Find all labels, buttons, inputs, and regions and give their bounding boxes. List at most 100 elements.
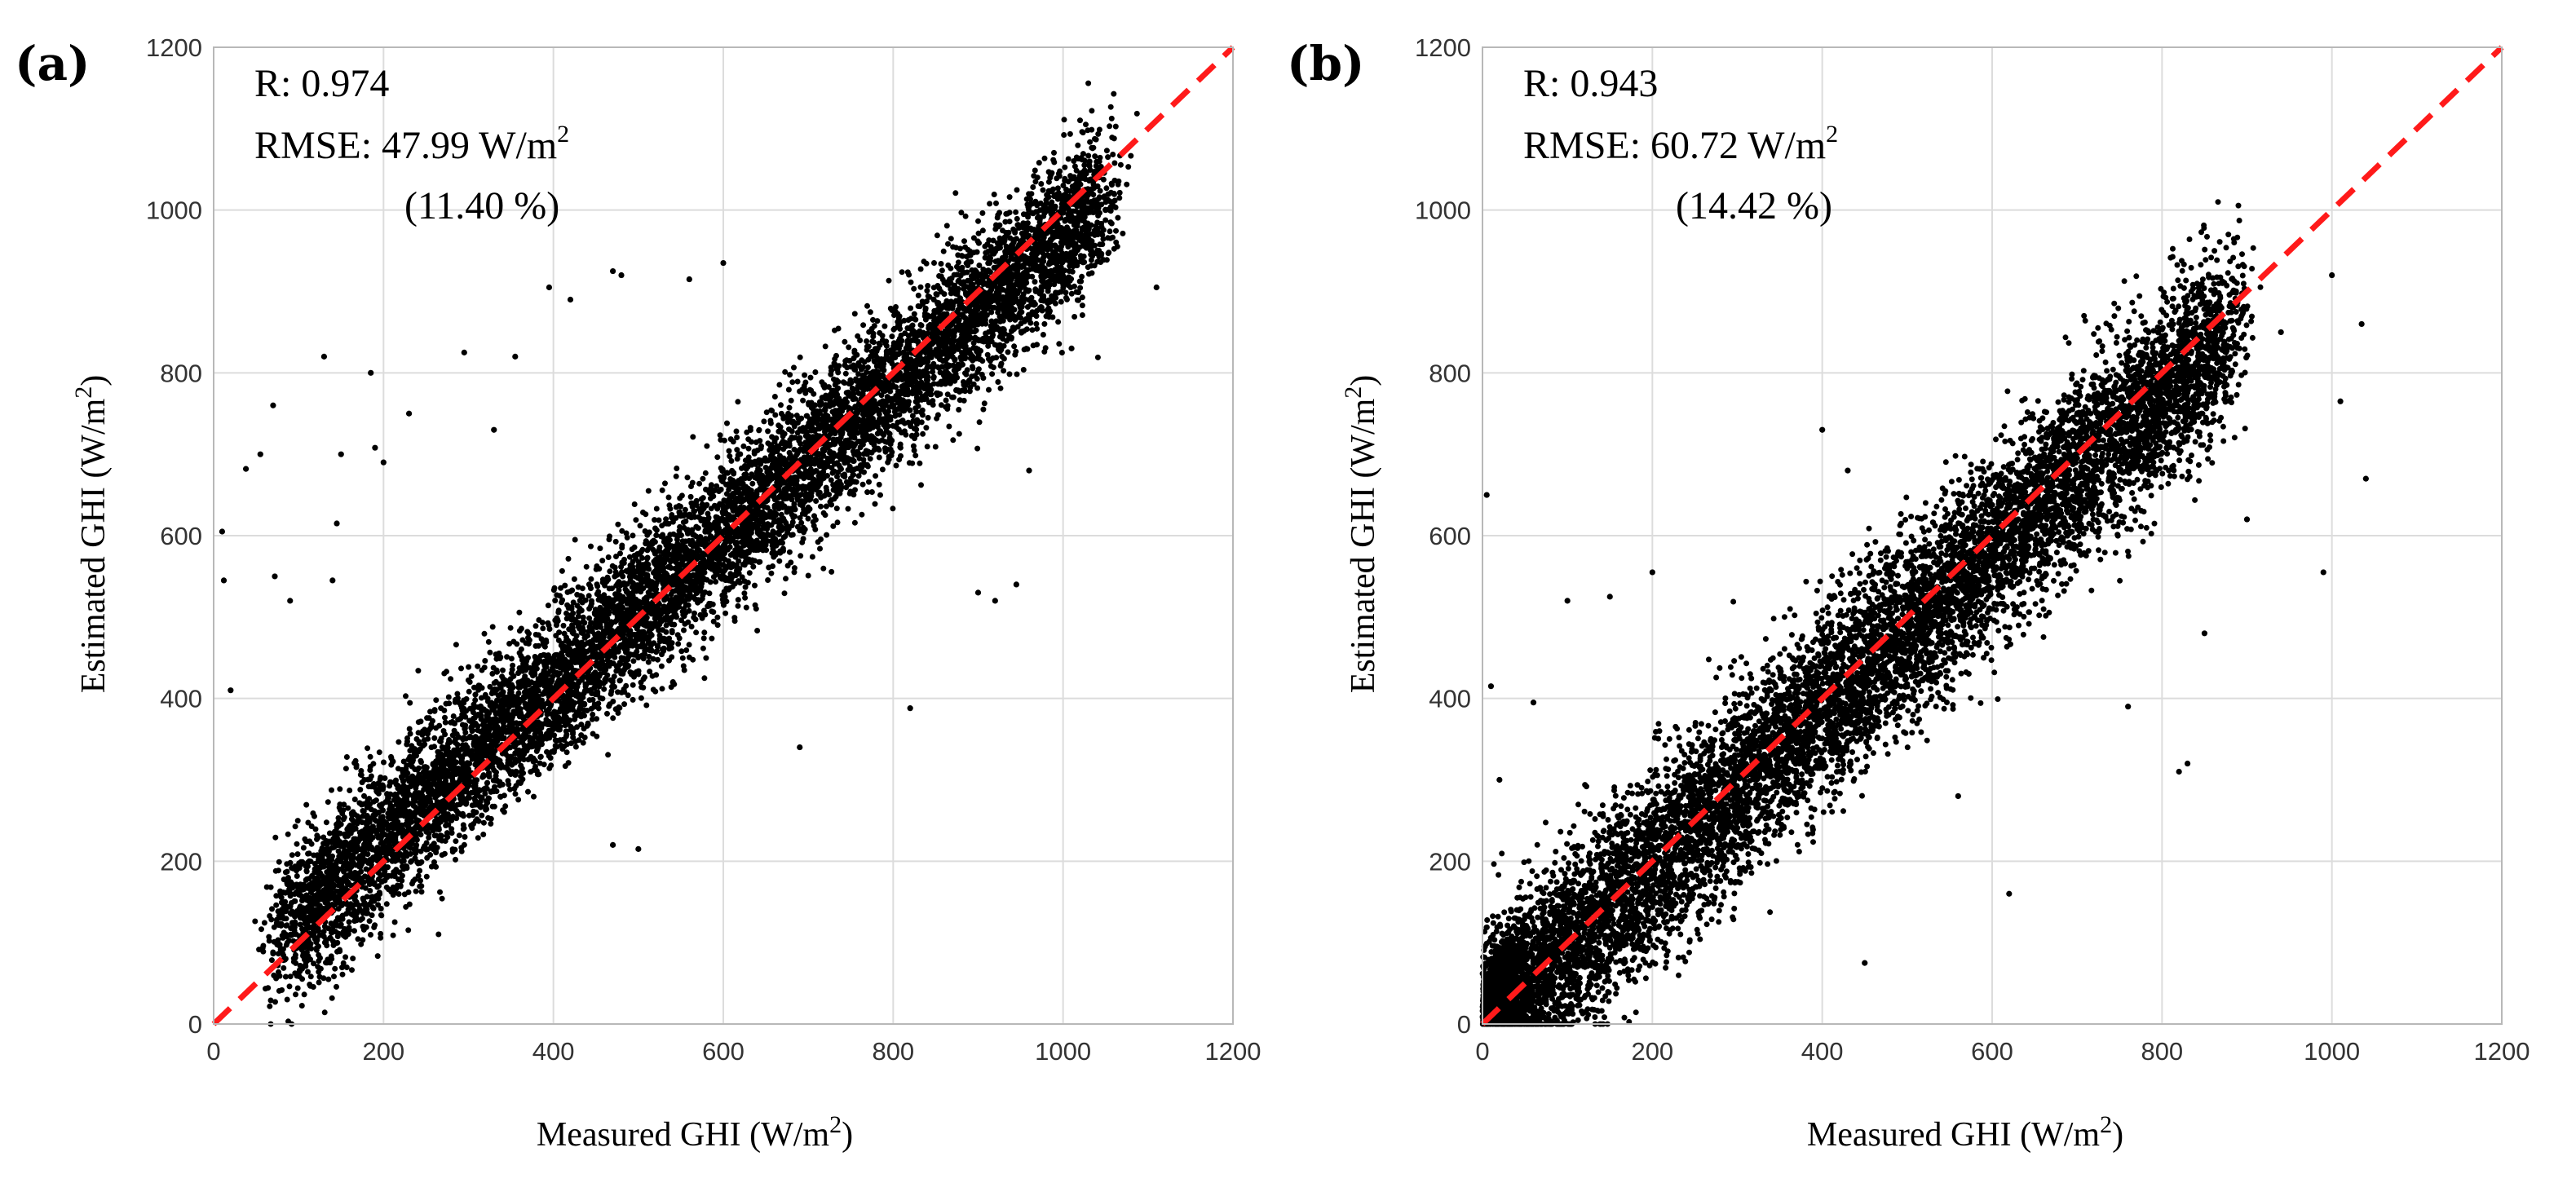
y-tick-800: 800 xyxy=(160,359,202,387)
outlier-point-a-26 xyxy=(907,705,913,712)
outlier-point-a-6 xyxy=(272,573,278,580)
outlier-point-a-14 xyxy=(380,459,387,466)
outlier-point-a-10 xyxy=(334,520,340,527)
outlier-point-a-21 xyxy=(609,267,616,275)
outlier-point-a-31 xyxy=(1068,345,1075,351)
outlier-point-b-20 xyxy=(2320,569,2326,576)
outlier-point-a-11 xyxy=(338,451,344,457)
outlier-point-b-9 xyxy=(1862,960,1868,966)
y-tick-1000: 1000 xyxy=(146,196,202,225)
outlier-point-a-34 xyxy=(609,841,616,848)
outlier-point-a-7 xyxy=(287,598,294,604)
stat-r-b: R: 0.943 xyxy=(1523,62,1658,105)
panel-label-b: (b) xyxy=(1287,36,1364,91)
outlier-point-a-15 xyxy=(405,410,413,417)
points-a xyxy=(219,80,1160,1027)
x-axis-label-a: Measured GHI (W/m2) xyxy=(537,1111,853,1154)
y-tick-200: 200 xyxy=(160,847,202,876)
points-b xyxy=(1479,199,2369,1027)
x-tick-1200: 1200 xyxy=(2474,1037,2530,1066)
stat-rmse-a: RMSE: 47.99 W/m2 xyxy=(254,121,569,167)
outlier-point-b-23 xyxy=(2362,475,2369,482)
reference-line-a xyxy=(211,45,1235,1026)
outlier-point-a-5 xyxy=(270,402,276,408)
y-tick-600: 600 xyxy=(160,522,202,550)
outlier-point-b-15 xyxy=(2184,760,2191,767)
x-tick-400: 400 xyxy=(1801,1037,1844,1066)
y-tick-400: 400 xyxy=(1429,685,1471,713)
outlier-point-a-16 xyxy=(461,349,467,355)
outlier-point-a-25 xyxy=(797,744,803,751)
stat-r-a: R: 0.974 xyxy=(254,62,389,105)
outlier-point-a-29 xyxy=(1013,581,1019,588)
outlier-point-a-9 xyxy=(329,577,336,584)
outlier-point-a-20 xyxy=(567,296,574,303)
outlier-point-b-4 xyxy=(1564,598,1571,604)
outlier-point-a-1 xyxy=(220,577,228,584)
stat-rmse-b: RMSE: 60.72 W/m2 xyxy=(1523,121,1838,167)
outlier-point-a-0 xyxy=(219,528,226,535)
stat-pct-b: (14.42 %) xyxy=(1676,184,1832,227)
y-tick-200: 200 xyxy=(1429,847,1471,876)
outlier-point-a-17 xyxy=(491,426,497,433)
outlier-point-b-24 xyxy=(2358,320,2365,328)
outlier-point-a-3 xyxy=(242,466,250,472)
x-tick-0: 0 xyxy=(1475,1037,1489,1066)
reference-line-b xyxy=(1480,45,2504,1026)
outlier-point-b-8 xyxy=(1845,467,1851,474)
outlier-point-b-7 xyxy=(1819,426,1826,433)
x-tick-600: 600 xyxy=(1971,1037,2013,1066)
panel-label-a: (a) xyxy=(15,36,90,91)
outlier-point-a-24 xyxy=(720,259,727,267)
ticks-a: 0 200 400 600 800 1000 1200 0 200 400 600 800 1000 12… xyxy=(146,33,1261,1066)
plot-frame-a xyxy=(213,46,1234,1025)
ticks-b: 0 200 400 600 800 1000 1200 0 200 400 600 800 1000 12… xyxy=(1415,33,2530,1066)
panel-a: 0 200 400 600 800 1000 1200 0 200 400 600 800 1000 12… xyxy=(15,33,1261,1154)
outlier-point-b-6 xyxy=(1649,569,1655,576)
outlier-point-b-0 xyxy=(1483,492,1490,498)
outlier-point-a-12 xyxy=(368,369,374,376)
outlier-point-b-22 xyxy=(2337,398,2344,404)
outlier-point-b-18 xyxy=(2243,516,2251,523)
outlier-point-a-13 xyxy=(372,444,378,451)
y-tick-0: 0 xyxy=(188,1010,202,1039)
outlier-point-a-23 xyxy=(686,276,692,283)
outlier-point-b-14 xyxy=(2176,768,2182,775)
outlier-point-b-5 xyxy=(1606,594,1613,600)
outlier-point-b-11 xyxy=(1980,655,1987,661)
x-axis-label-b: Measured GHI (W/m2) xyxy=(1807,1111,2123,1154)
x-tick-600: 600 xyxy=(702,1037,745,1066)
y-axis-label-a: Estimated GHI (W/m2) xyxy=(70,375,113,694)
outlier-point-a-33 xyxy=(1102,207,1109,214)
y-tick-400: 400 xyxy=(160,685,202,713)
outlier-point-b-1 xyxy=(1487,683,1495,690)
x-tick-1000: 1000 xyxy=(2304,1037,2360,1066)
outlier-point-a-30 xyxy=(1026,467,1032,474)
outlier-point-b-21 xyxy=(2329,271,2335,279)
panel-b: 0 200 400 600 800 1000 1200 0 200 400 600 800 1000 12… xyxy=(1287,33,2530,1154)
y-tick-1200: 1200 xyxy=(1415,33,1471,62)
outlier-point-b-16 xyxy=(2201,630,2208,637)
outlier-point-a-4 xyxy=(257,451,263,457)
outlier-point-b-13 xyxy=(2125,704,2132,710)
y-tick-600: 600 xyxy=(1429,522,1471,550)
outlier-point-a-35 xyxy=(635,845,642,852)
y-tick-0: 0 xyxy=(1457,1010,1471,1039)
stat-pct-a: (11.40 %) xyxy=(404,184,559,227)
x-tick-200: 200 xyxy=(1631,1037,1673,1066)
y-tick-1000: 1000 xyxy=(1415,196,1471,225)
outlier-point-a-28 xyxy=(992,598,998,604)
plot-frame-b xyxy=(1482,46,2503,1025)
scatter-cloud-a xyxy=(252,80,1140,1027)
scatter-cloud-b xyxy=(1479,199,2264,1027)
x-tick-0: 0 xyxy=(206,1037,220,1066)
outlier-point-a-18 xyxy=(512,353,519,360)
y-tick-800: 800 xyxy=(1429,359,1471,387)
outlier-point-a-32 xyxy=(1153,284,1160,291)
x-tick-400: 400 xyxy=(532,1037,575,1066)
outlier-point-b-19 xyxy=(2278,329,2284,336)
y-tick-1200: 1200 xyxy=(146,33,202,62)
y-axis-label-b: Estimated GHI (W/m2) xyxy=(1340,375,1382,694)
outlier-point-a-2 xyxy=(228,687,234,694)
